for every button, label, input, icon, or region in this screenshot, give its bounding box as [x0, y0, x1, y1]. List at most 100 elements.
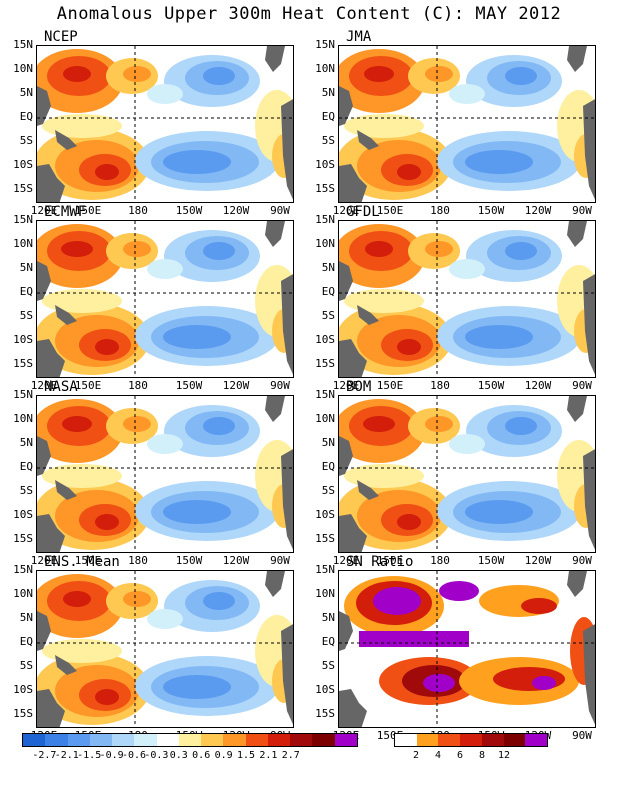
panel-title: NASA: [44, 379, 78, 395]
land-mass: [55, 305, 77, 325]
latitude-label: 5S: [321, 308, 335, 322]
colorbar-swatch: [67, 734, 90, 746]
longitude-label: 120E: [30, 204, 58, 217]
latitude-label: 10N: [13, 61, 33, 75]
anomaly-contour: [505, 67, 537, 85]
latitude-label: 5S: [321, 133, 335, 147]
latitude-label: 10S: [13, 332, 33, 346]
colorbar-swatch: [112, 734, 135, 746]
colorbar-swatch: [416, 734, 439, 746]
anomaly-contour: [364, 66, 394, 82]
map-plot: [339, 396, 595, 552]
anomaly-contour: [449, 434, 485, 454]
colorbar-swatch: [156, 734, 179, 746]
map-plot: [37, 571, 293, 727]
anomaly-contour: [449, 259, 485, 279]
colorbar-label: 4: [434, 750, 442, 761]
longitude-label: 180: [430, 379, 450, 392]
colorbar-label: -0.3: [144, 750, 169, 761]
colorbar-swatch: [23, 734, 46, 746]
latitude-label: 10S: [315, 157, 335, 171]
latitude-label: EQ: [321, 284, 335, 298]
map-panel: [36, 220, 294, 378]
anomaly-contour: [203, 242, 235, 260]
latitude-label: 15N: [315, 213, 335, 226]
land-mass: [37, 689, 65, 727]
land-mass: [37, 339, 65, 377]
colorbar-swatch: [503, 734, 526, 746]
latitude-label: 10N: [315, 61, 335, 75]
latitude-label: 5N: [19, 85, 33, 99]
anomaly-contour: [123, 416, 151, 432]
latitude-label: 10S: [13, 507, 33, 521]
colorbar-label: 12: [497, 750, 511, 761]
anomaly-contour: [123, 241, 151, 257]
land-mass: [55, 130, 77, 150]
land-mass: [339, 689, 367, 727]
anomaly-contour: [42, 464, 122, 488]
longitude-label: 90W: [270, 554, 290, 567]
land-mass: [281, 99, 293, 200]
anomaly-contour: [425, 416, 453, 432]
map-panel: [36, 570, 294, 728]
land-mass: [265, 571, 285, 597]
latitude-label: 10N: [315, 586, 335, 600]
latitude-label: EQ: [19, 284, 33, 298]
panel-title: GFDL: [346, 204, 380, 220]
longitude-label: 150W: [477, 554, 505, 567]
colorbar-swatch: [201, 734, 224, 746]
latitude-label: EQ: [321, 634, 335, 648]
longitude-label: 150E: [74, 204, 102, 217]
longitude-label: 90W: [270, 204, 290, 217]
colorbar-swatch: [45, 734, 68, 746]
anomaly-contour: [163, 150, 231, 174]
figure-title: Anomalous Upper 300m Heat Content (C): M…: [56, 4, 562, 24]
latitude-label: 5N: [321, 610, 335, 624]
colorbar-label: 2.1: [259, 750, 278, 761]
latitude-label: 10N: [13, 236, 33, 250]
anomaly-contour: [147, 434, 183, 454]
colorbar-label: 2: [412, 750, 420, 761]
longitude-label: 90W: [572, 729, 592, 742]
map-panel: [338, 395, 596, 553]
latitude-label: 5S: [19, 308, 33, 322]
land-mass: [55, 480, 77, 500]
latitude-label: 15N: [13, 388, 33, 401]
land-mass: [567, 221, 587, 247]
longitude-label: 150W: [175, 379, 203, 392]
anomaly-contour: [449, 84, 485, 104]
colorbar-label: 0.6: [192, 750, 211, 761]
latitude-label: 15N: [13, 38, 33, 51]
anomaly-contour: [203, 417, 235, 435]
land-mass: [357, 480, 379, 500]
land-mass: [357, 130, 379, 150]
longitude-label: 120E: [30, 379, 58, 392]
anomaly-contour: [344, 464, 424, 488]
colorbar-label: 8: [478, 750, 486, 761]
anomaly-contour: [123, 591, 151, 607]
longitude-label: 120W: [524, 379, 552, 392]
panel-title: BOM: [346, 379, 372, 395]
latitude-label: 10N: [315, 411, 335, 425]
longitude-label: 180: [128, 204, 148, 217]
map-plot: [339, 46, 595, 202]
panel-title: NCEP: [44, 29, 78, 45]
snr-equatorial-band: [359, 631, 469, 647]
land-mass: [583, 449, 595, 550]
map-panel: [338, 45, 596, 203]
land-mass: [567, 571, 587, 597]
colorbar-label: -0.9: [99, 750, 124, 761]
colorbar-label: 1.5: [236, 750, 256, 761]
colorbar-swatch: [438, 734, 461, 746]
longitude-label: 150W: [477, 204, 505, 217]
land-mass: [265, 396, 285, 422]
colorbar-swatch: [395, 734, 417, 746]
land-mass: [567, 46, 587, 72]
land-mass: [583, 274, 595, 375]
latitude-label: 5S: [19, 133, 33, 147]
latitude-label: EQ: [19, 459, 33, 473]
latitude-label: 10N: [13, 586, 33, 600]
anomaly-contour: [425, 241, 453, 257]
colorbar-swatch: [460, 734, 482, 746]
land-mass: [339, 339, 367, 377]
